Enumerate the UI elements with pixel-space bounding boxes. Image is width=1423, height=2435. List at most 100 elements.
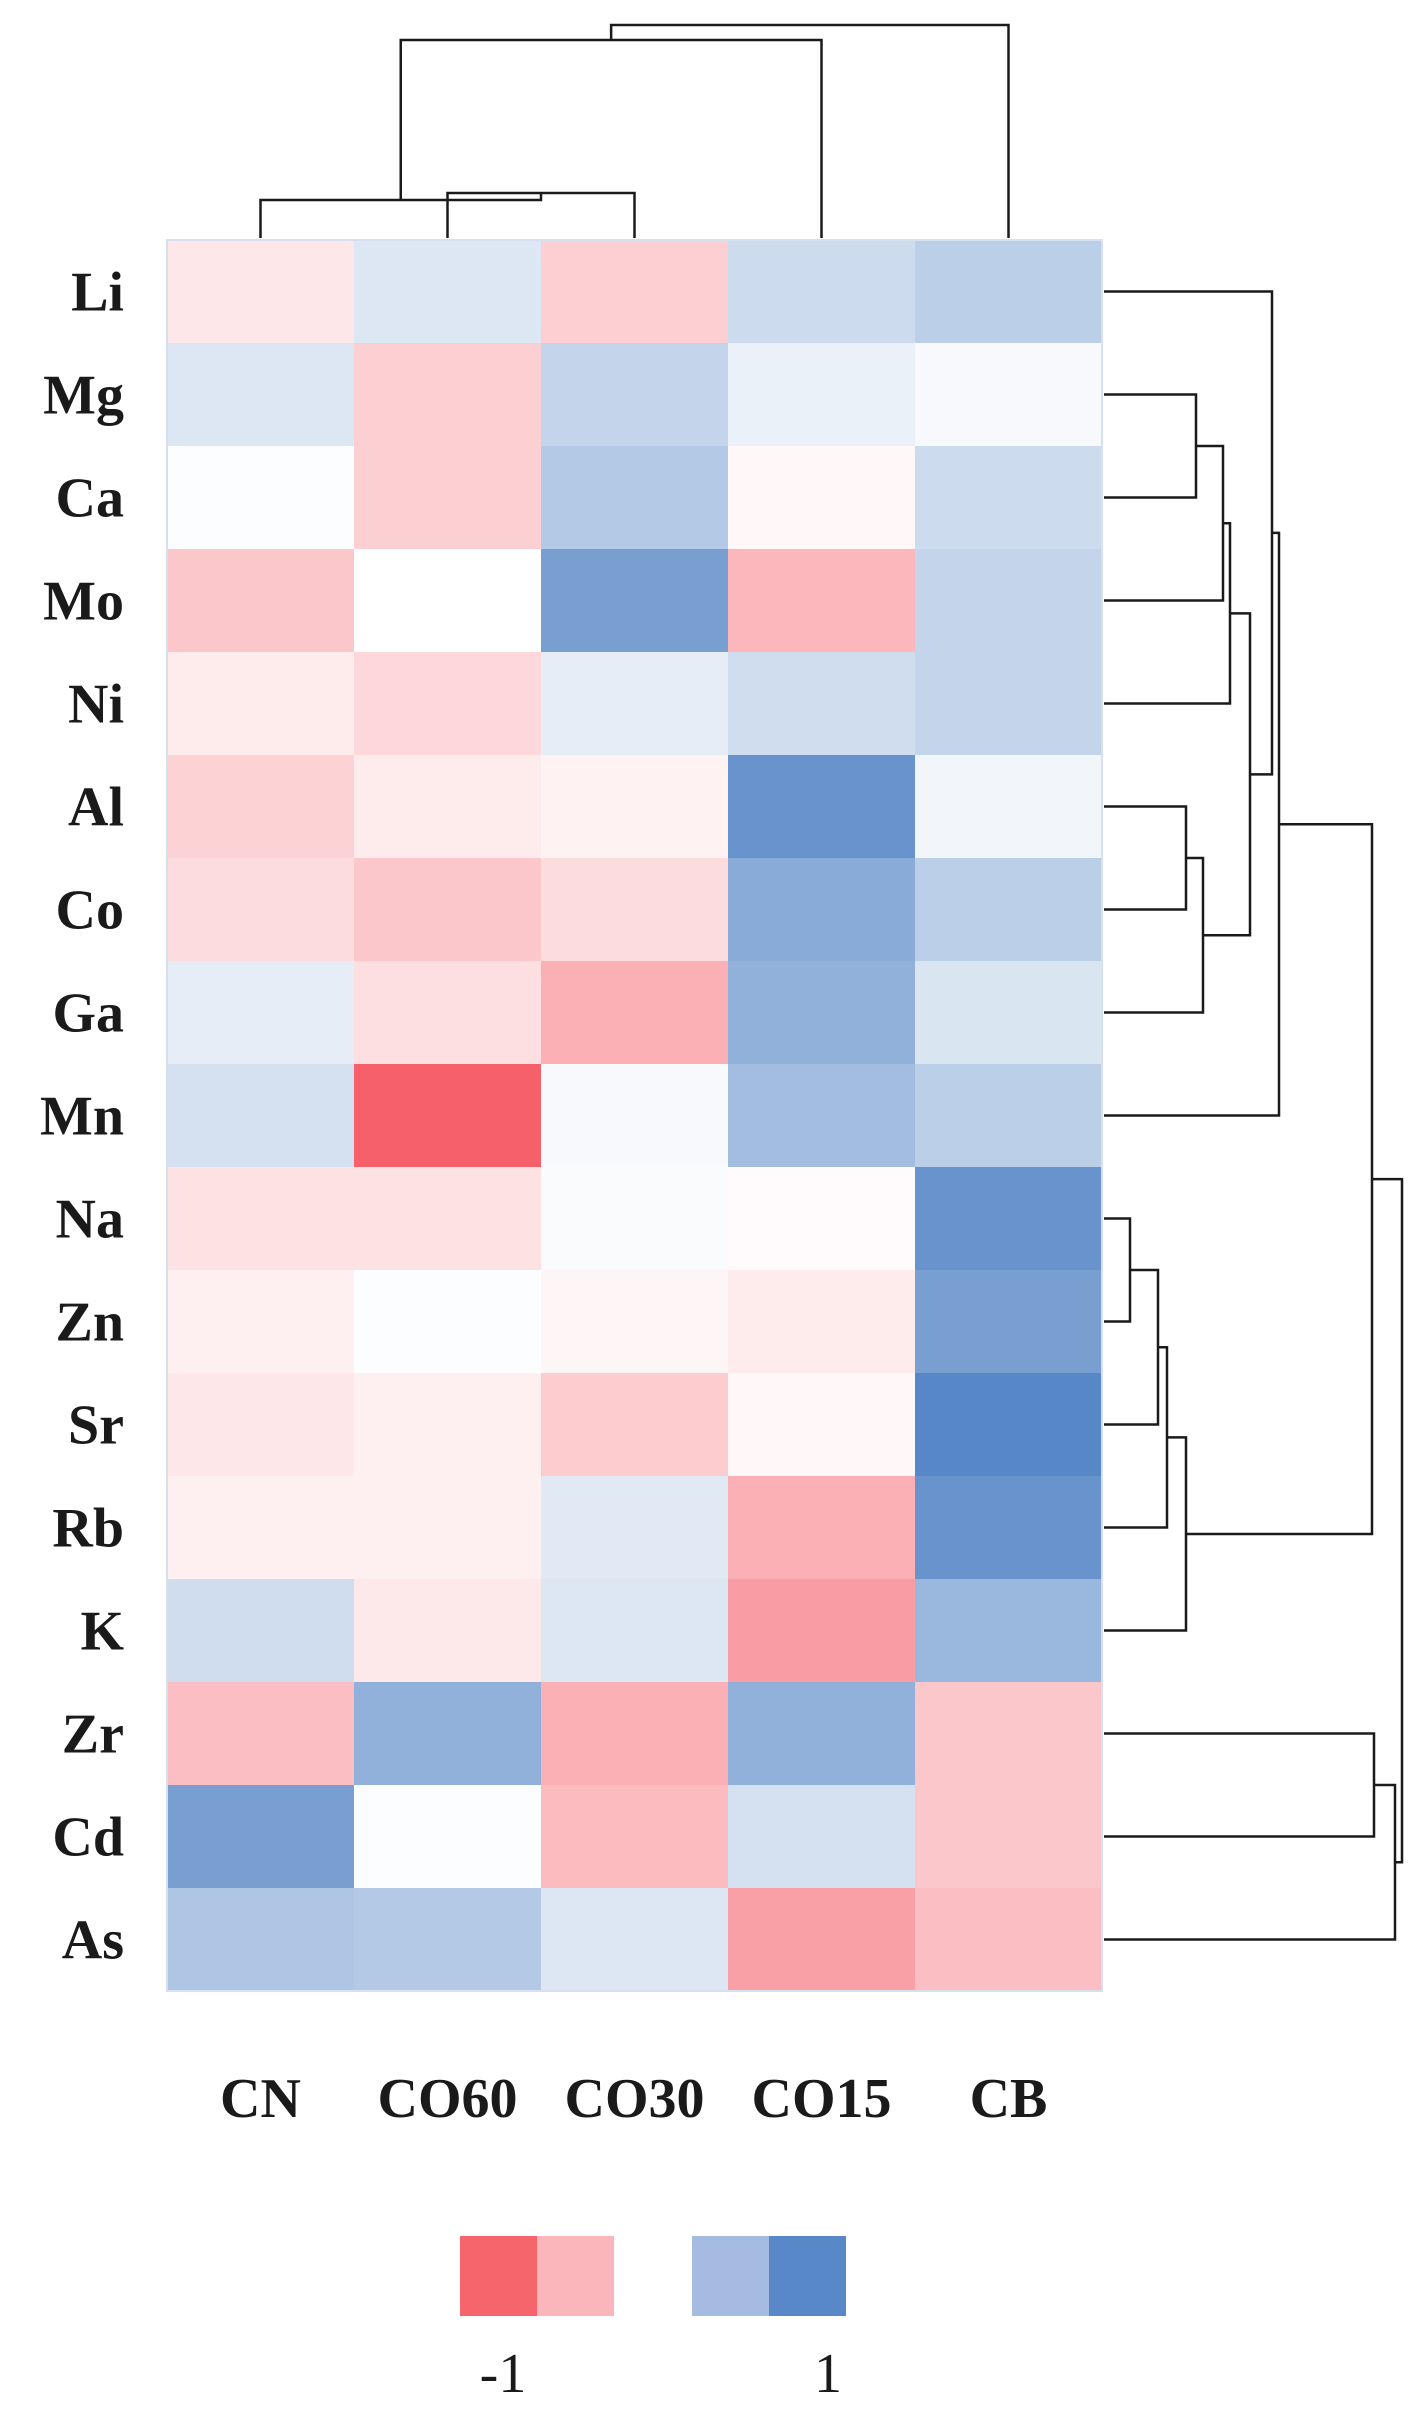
row-link-mo <box>1104 444 1225 602</box>
heatmap-cell-as-co30 <box>541 1888 729 1992</box>
heatmap-cell-sr-cn <box>167 1373 355 1477</box>
heatmap-cell-ni-cn <box>167 652 355 756</box>
color-legend: -1 1 <box>460 2236 846 2405</box>
heatmap-cell-mn-cn <box>167 1064 355 1168</box>
legend-swatch-1 <box>460 2236 537 2316</box>
heatmap-cell-ni-co30 <box>541 652 729 756</box>
heatmap-cell-mn-co60 <box>354 1064 542 1168</box>
row-label-as: As <box>62 1910 124 1972</box>
heatmap-cell-al-co15 <box>728 755 916 859</box>
heatmap-cells <box>167 240 1103 1992</box>
heatmap-cell-cd-co30 <box>541 1785 729 1889</box>
heatmap-cell-ga-co15 <box>728 961 916 1065</box>
row-link-ga <box>1104 856 1205 1014</box>
legend-swatch-2 <box>537 2236 614 2316</box>
row-link-na-zn <box>1104 1217 1132 1323</box>
heatmap-cell-al-co30 <box>541 755 729 859</box>
column-labels: CN CO60 CO30 CO15 CB <box>220 2068 1047 2130</box>
heatmap-cell-li-co15 <box>728 240 916 344</box>
heatmap-cell-na-co15 <box>728 1167 916 1271</box>
heatmap-cell-mn-cb <box>915 1064 1103 1168</box>
heatmap-cell-co-co15 <box>728 858 916 962</box>
row-dendrogram <box>1104 290 1404 1941</box>
heatmap-cell-mg-co30 <box>541 343 729 447</box>
heatmap-cell-zn-cn <box>167 1270 355 1374</box>
legend-label-max: 1 <box>814 2343 842 2405</box>
heatmap-cell-mo-co30 <box>541 549 729 653</box>
heatmap-cell-sr-co30 <box>541 1373 729 1477</box>
heatmap-cell-k-co60 <box>354 1579 542 1683</box>
row-label-na: Na <box>56 1189 124 1251</box>
legend-swatches <box>460 2236 846 2316</box>
column-label-co30: CO30 <box>565 2068 705 2130</box>
row-link-zr-cd <box>1104 1732 1376 1838</box>
column-label-cb: CB <box>970 2068 1048 2130</box>
column-dendrogram <box>259 23 1010 238</box>
heatmap-cell-ga-co30 <box>541 961 729 1065</box>
row-label-ca: Ca <box>56 468 124 530</box>
row-link-root <box>1372 1177 1404 1864</box>
heatmap-cell-k-cb <box>915 1579 1103 1683</box>
heatmap-cell-co-co30 <box>541 858 729 962</box>
row-label-zr: Zr <box>62 1704 124 1766</box>
heatmap-cell-ga-cn <box>167 961 355 1065</box>
row-link-mg-al-clusters <box>1203 612 1252 937</box>
heatmap-cell-as-co15 <box>728 1888 916 1992</box>
heatmap-cell-mo-co15 <box>728 549 916 653</box>
heatmap-cell-zr-co15 <box>728 1682 916 1786</box>
row-label-sr: Sr <box>68 1395 124 1457</box>
heatmap-cell-li-cn <box>167 240 355 344</box>
heatmap-cell-mn-co15 <box>728 1064 916 1168</box>
heatmap-cell-na-co30 <box>541 1167 729 1271</box>
heatmap-cell-as-co60 <box>354 1888 542 1992</box>
row-link-al-co <box>1104 805 1188 911</box>
legend-swatch-4 <box>769 2236 846 2316</box>
row-label-rb: Rb <box>52 1498 124 1560</box>
heatmap-cell-mg-cb <box>915 343 1103 447</box>
row-label-zn: Zn <box>56 1292 125 1354</box>
heatmap-cell-zn-co60 <box>354 1270 542 1374</box>
heatmap-cell-cd-cn <box>167 1785 355 1889</box>
heatmap-cell-k-cn <box>167 1579 355 1683</box>
heatmap-border <box>166 239 1103 1992</box>
row-label-mo: Mo <box>43 571 124 633</box>
heatmap-cell-li-co30 <box>541 240 729 344</box>
heatmap-cell-mn-co30 <box>541 1064 729 1168</box>
heatmap-cell-ga-co60 <box>354 961 542 1065</box>
heatmap-cell-na-cb <box>915 1167 1103 1271</box>
heatmap-cell-mg-co15 <box>728 343 916 447</box>
heatmap-cell-zr-cb <box>915 1682 1103 1786</box>
heatmap-cell-mg-cn <box>167 343 355 447</box>
legend-label-min: -1 <box>480 2343 527 2405</box>
heatmap-cell-ca-cb <box>915 446 1103 550</box>
heatmap-cell-mo-cn <box>167 549 355 653</box>
row-label-ga: Ga <box>52 983 124 1045</box>
heatmap-cell-co-co60 <box>354 858 542 962</box>
heatmap-cell-rb-co15 <box>728 1476 916 1580</box>
column-label-cn: CN <box>220 2068 301 2130</box>
heatmap-cell-zn-cb <box>915 1270 1103 1374</box>
row-label-k: K <box>80 1601 124 1663</box>
heatmap-cell-ca-co60 <box>354 446 542 550</box>
row-labels: Li Mg Ca Mo Ni Al Co Ga Mn Na Zn Sr Rb K Zr Cd As <box>40 262 124 1972</box>
column-label-co15: CO15 <box>752 2068 892 2130</box>
heatmap-cell-ga-cb <box>915 961 1103 1065</box>
heatmap-cell-zr-co30 <box>541 1682 729 1786</box>
heatmap-cell-ni-co15 <box>728 652 916 756</box>
heatmap-cell-cd-co15 <box>728 1785 916 1889</box>
legend-swatch-3 <box>692 2236 769 2316</box>
heatmap-cell-cd-cb <box>915 1785 1103 1889</box>
heatmap-cell-li-co60 <box>354 240 542 344</box>
heatmap-cell-al-cb <box>915 755 1103 859</box>
heatmap-cell-ni-cb <box>915 652 1103 756</box>
column-link-co15 <box>399 38 823 238</box>
heatmap-cell-ca-cn <box>167 446 355 550</box>
heatmap-cell-k-co15 <box>728 1579 916 1683</box>
column-link-cb <box>609 23 1010 238</box>
heatmap-cell-rb-cb <box>915 1476 1103 1580</box>
heatmap-cell-na-co60 <box>354 1167 542 1271</box>
row-link-as <box>1104 1783 1397 1941</box>
row-link-ni <box>1104 522 1232 705</box>
row-link-mn <box>1104 531 1281 1117</box>
